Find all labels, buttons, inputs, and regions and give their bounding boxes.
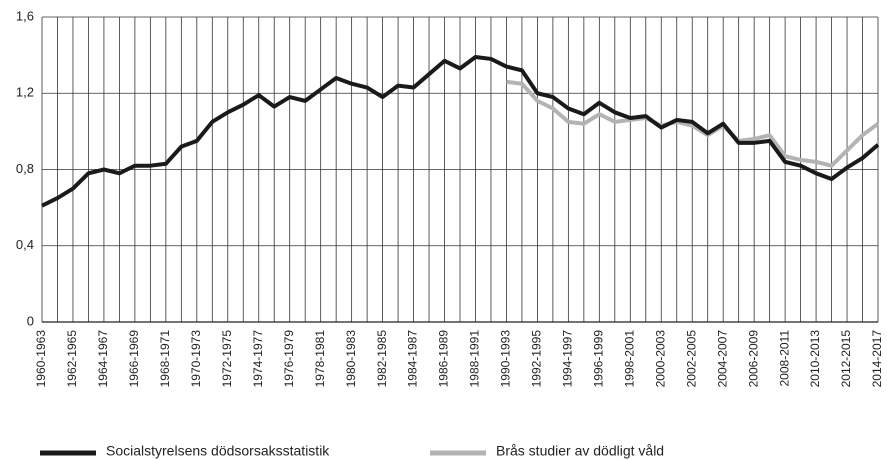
x-tick-label: 2000-2003	[653, 330, 667, 388]
y-tick-label: 1,6	[16, 8, 34, 23]
x-tick-label: 2008-2011	[777, 330, 791, 387]
series-line	[506, 79, 880, 168]
x-tick-label: 1984-1987	[406, 330, 420, 388]
x-tick-label: 1988-1991	[468, 330, 482, 388]
x-tick-label: 1960-1963	[34, 330, 48, 388]
x-tick-label: 1996-1999	[592, 330, 606, 388]
legend-label: Brås studier av dödligt våld	[496, 443, 664, 459]
x-tick-label: 1990-1993	[499, 330, 513, 388]
x-tick-label: 1970-1973	[189, 330, 203, 388]
y-tick-label: 0,4	[16, 237, 34, 252]
x-tick-label: 1966-1969	[127, 330, 141, 388]
x-tick-label: 1998-2001	[622, 330, 636, 388]
x-tick-label: 1978-1981	[313, 330, 327, 388]
series-line	[41, 55, 880, 208]
x-tick-label: 1976-1979	[282, 330, 296, 388]
x-tick-label: 2012-2015	[839, 330, 853, 388]
x-tick-label: 1994-1997	[561, 330, 575, 388]
x-tick-label: 1974-1977	[251, 330, 265, 388]
x-tick-label: 2006-2009	[746, 330, 760, 388]
x-tick-label: 2002-2005	[684, 330, 698, 388]
y-tick-label: 0,8	[16, 161, 34, 176]
y-tick-label: 1,2	[16, 85, 34, 100]
legend-label: Socialstyrelsens dödsorsaksstatistik	[106, 443, 330, 459]
x-tick-label: 1986-1989	[437, 330, 451, 388]
x-tick-label: 2004-2007	[715, 330, 729, 388]
x-tick-label: 2010-2013	[808, 330, 822, 388]
y-tick-label: 0	[27, 313, 34, 328]
x-tick-label: 1968-1971	[158, 330, 172, 388]
x-tick-label: 1964-1967	[96, 330, 110, 388]
x-tick-label: 1972-1975	[220, 330, 234, 388]
x-tick-label: 1982-1985	[375, 330, 389, 388]
x-tick-label: 1992-1995	[530, 330, 544, 388]
x-tick-label: 1980-1983	[344, 330, 358, 388]
x-tick-label: 1962-1965	[65, 330, 79, 388]
x-tick-label: 2014-2017	[870, 330, 884, 388]
